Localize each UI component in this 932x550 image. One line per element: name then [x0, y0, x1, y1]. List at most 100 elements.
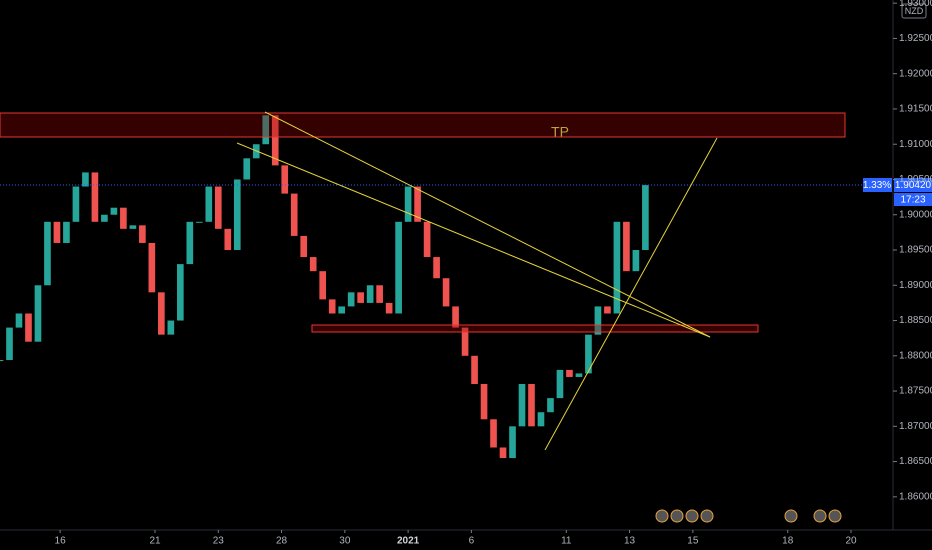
candle	[120, 207, 127, 229]
x-tick-label: 2021	[397, 536, 420, 547]
candle	[509, 426, 516, 459]
y-tick-label: 1.87000	[899, 421, 932, 432]
countdown-badge	[894, 193, 932, 206]
candle	[594, 306, 602, 335]
candle	[205, 186, 213, 222]
y-tick-label: 1.90500	[899, 174, 932, 185]
trend-line	[264, 111, 711, 338]
candle	[281, 165, 289, 194]
price-badge	[894, 178, 932, 192]
candle	[25, 313, 32, 342]
candle	[15, 313, 23, 328]
x-tick-label: 16	[55, 536, 67, 547]
candle	[575, 373, 583, 377]
y-tick-label: 1.87500	[899, 386, 932, 397]
candle	[471, 355, 478, 385]
candle	[338, 306, 345, 314]
y-tick-label: 1.92500	[899, 33, 932, 44]
candle	[224, 228, 232, 251]
candle	[186, 221, 194, 265]
candle	[632, 250, 640, 272]
candle	[167, 320, 175, 335]
candle	[290, 193, 298, 236]
candle	[271, 115, 279, 166]
x-tick-label: 13	[624, 536, 636, 547]
candle	[357, 292, 364, 303]
candle	[395, 221, 402, 314]
candle	[82, 172, 89, 187]
candle	[585, 334, 592, 374]
y-tick-label: 1.91500	[899, 104, 932, 115]
y-tick-label: 1.88000	[899, 350, 932, 361]
currency: NZD	[905, 6, 924, 16]
candle	[158, 292, 165, 335]
trend-line	[544, 137, 718, 451]
candle	[243, 158, 251, 180]
candle	[499, 447, 507, 459]
candle	[442, 278, 450, 307]
tp-label: TP	[551, 124, 569, 140]
x-tick-label: 6	[469, 536, 475, 547]
candle	[452, 306, 459, 328]
candle	[309, 257, 317, 272]
y-tick-label: 1.88500	[899, 315, 932, 326]
candle	[110, 207, 118, 215]
tp-zone	[0, 112, 846, 138]
last-price: 1.90420	[895, 180, 932, 191]
candle	[72, 186, 80, 222]
x-tick-label: 21	[149, 536, 161, 547]
candle	[233, 179, 241, 251]
y-tick-label: 1.86000	[899, 491, 932, 502]
countdown: 17:23	[900, 195, 925, 206]
candle	[414, 186, 421, 222]
candle	[177, 264, 184, 321]
candle	[6, 327, 13, 361]
x-tick-label: 28	[276, 536, 288, 547]
x-tick-label: 15	[687, 536, 699, 547]
candle	[0, 360, 4, 362]
candle	[195, 221, 203, 223]
candle	[423, 221, 431, 258]
trend-line	[236, 142, 711, 338]
x-tick-label: 23	[213, 536, 225, 547]
candle	[139, 225, 146, 243]
candle	[262, 115, 270, 145]
candle	[53, 221, 61, 243]
candle	[385, 302, 393, 314]
plot	[0, 115, 649, 459]
candle	[604, 306, 611, 314]
candle	[490, 419, 497, 448]
candle	[34, 285, 42, 342]
y-tick-label: 1.92000	[899, 68, 932, 79]
candle	[91, 172, 99, 222]
candle	[148, 242, 156, 293]
candle	[528, 384, 535, 427]
change: 1.33%	[863, 180, 891, 191]
candle	[518, 384, 526, 427]
candle	[319, 271, 327, 300]
candle	[566, 369, 573, 377]
candle	[461, 327, 469, 356]
x-tick-label: 11	[561, 536, 572, 547]
candle	[300, 235, 308, 258]
event-icons[interactable]	[655, 509, 842, 523]
support-zone	[311, 324, 759, 333]
candle	[537, 412, 545, 427]
y-tick-label: 1.91000	[899, 139, 932, 150]
change-badge	[863, 178, 892, 192]
y-tick-label: 1.86500	[899, 456, 932, 467]
candle	[613, 221, 621, 314]
candle	[642, 185, 649, 251]
x-tick-label: 20	[845, 536, 857, 547]
candle	[347, 292, 355, 307]
candle	[44, 221, 51, 286]
x-tick-label: 18	[782, 536, 794, 547]
candle	[366, 285, 374, 303]
candle	[556, 369, 564, 399]
y-tick-label: 1.93000	[899, 0, 932, 9]
currency-box[interactable]	[901, 3, 927, 19]
candle	[63, 221, 70, 243]
candle	[328, 299, 336, 314]
